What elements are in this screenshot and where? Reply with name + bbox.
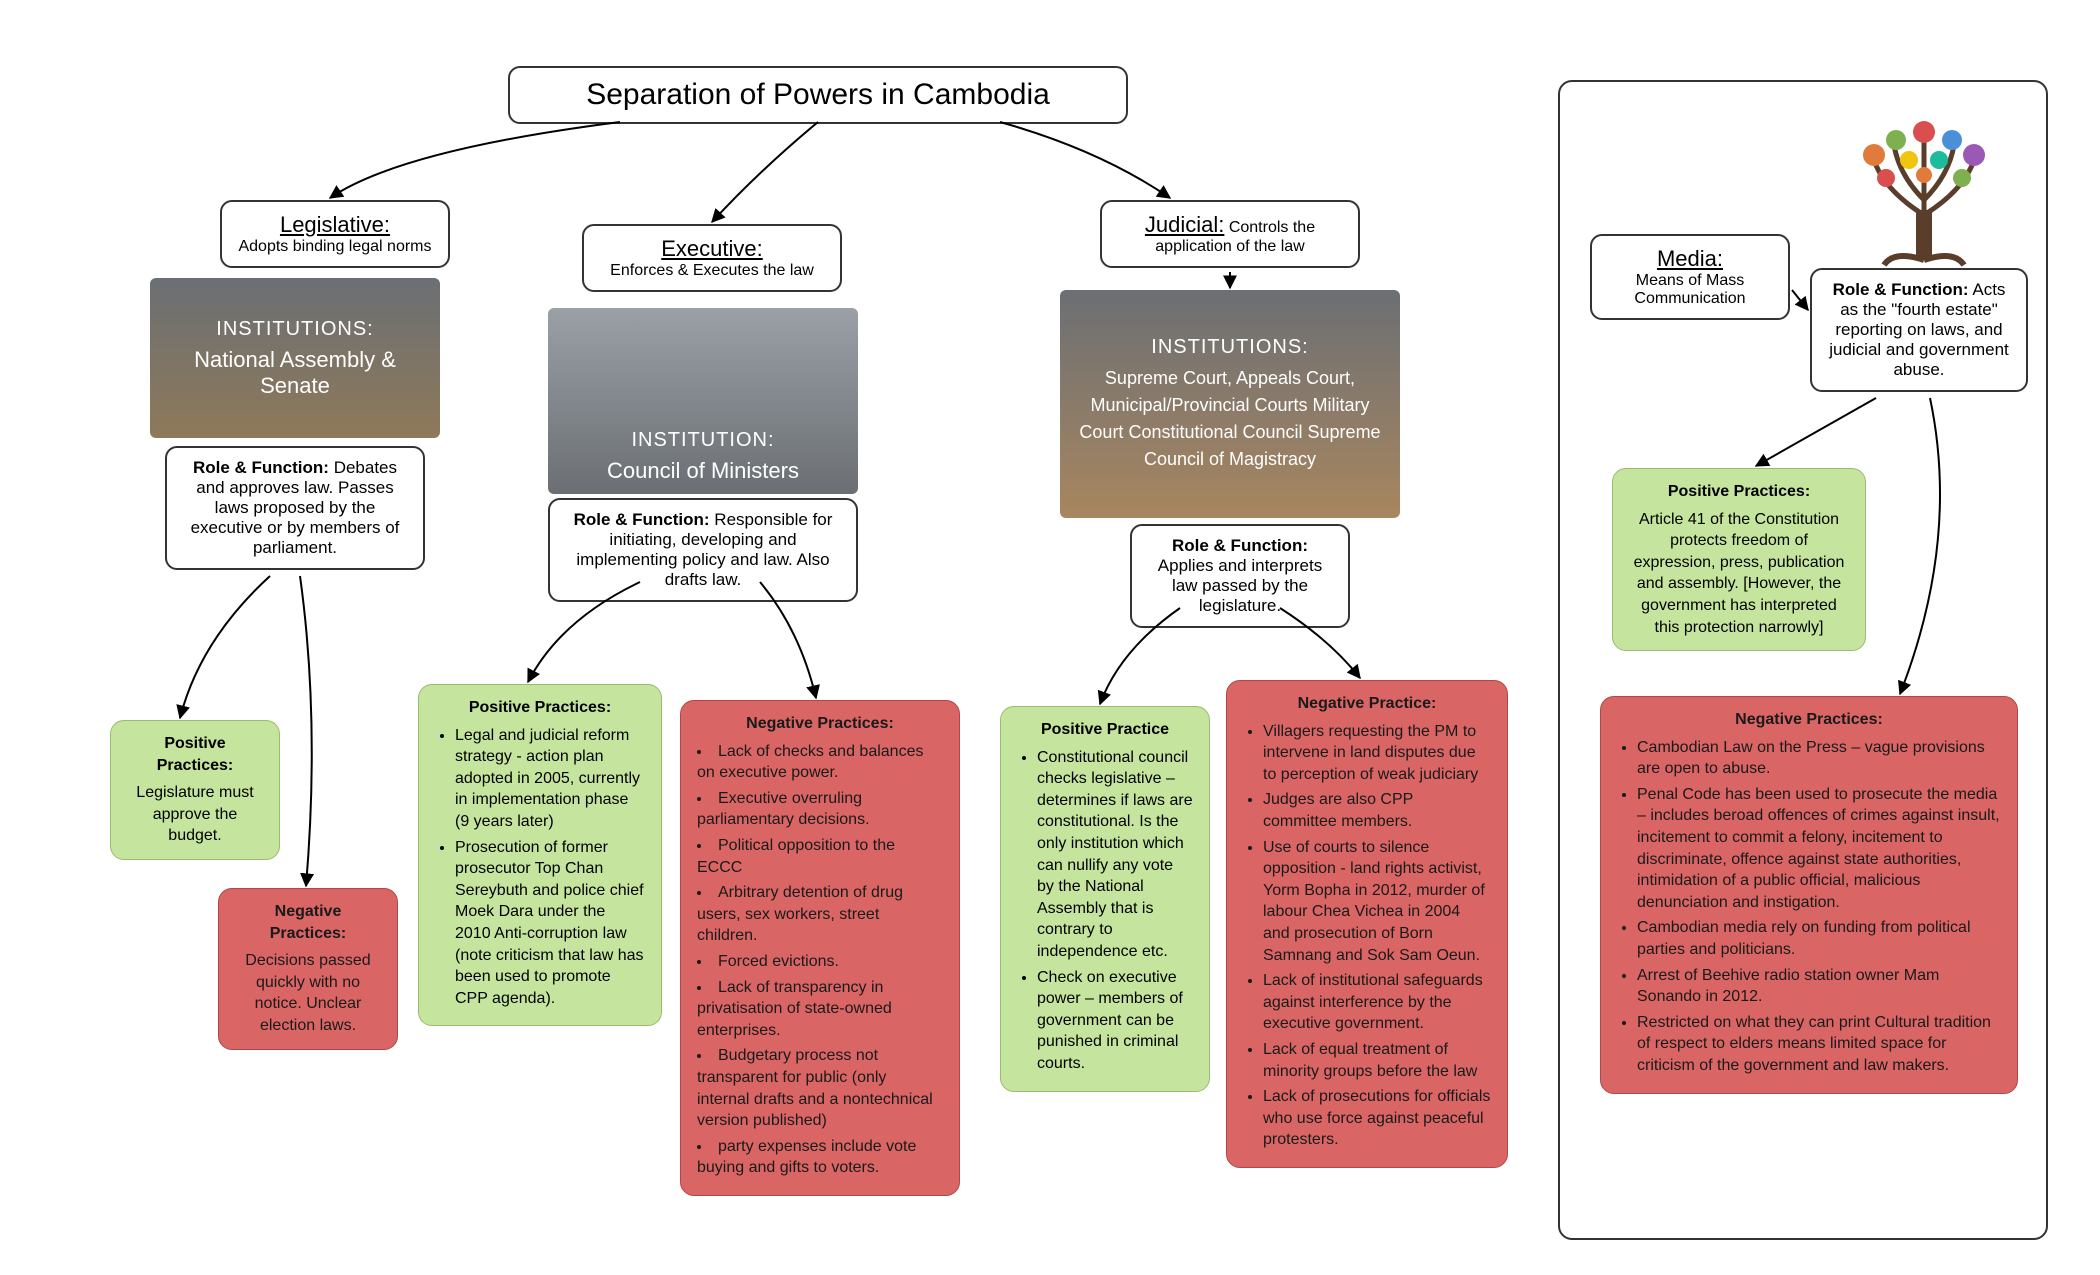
list-item: Prosecution of former prosecutor Top Cha… <box>455 837 645 1010</box>
legislative-role: Role & Function: Debates and approves la… <box>165 446 425 570</box>
judicial-neg-list: Villagers requesting the PM to intervene… <box>1243 721 1491 1151</box>
list-item: Constitutional council checks legislativ… <box>1037 747 1193 963</box>
executive-sub: Enforces & Executes the law <box>610 262 814 279</box>
judicial-heading: Judicial: <box>1145 212 1224 237</box>
legislative-neg-title: Negative Practices: <box>235 901 381 944</box>
media-neg-title: Negative Practices: <box>1617 709 2001 731</box>
list-item: Judges are also CPP committee members. <box>1263 789 1491 832</box>
legislative-inst-text: National Assembly & Senate <box>160 347 430 399</box>
media-role-label: Role & Function: <box>1833 280 1969 299</box>
legislative-positive: Positive Practices: Legislature must app… <box>110 720 280 860</box>
list-item: Legal and judicial reform strategy - act… <box>455 725 645 833</box>
judicial-pos-list: Constitutional council checks legislativ… <box>1017 747 1193 1075</box>
legislative-neg-text: Decisions passed quickly with no notice.… <box>235 950 381 1036</box>
legislative-role-label: Role & Function: <box>193 458 329 477</box>
executive-neg-list: Lack of checks and balances on executive… <box>697 741 943 1179</box>
legislative-sub: Adopts binding legal norms <box>238 238 431 255</box>
judicial-role: Role & Function: Applies and interprets … <box>1130 524 1350 628</box>
list-item: party expenses include vote buying and g… <box>697 1136 943 1179</box>
executive-neg-title: Negative Practices: <box>697 713 943 735</box>
list-item: Budgetary process not transparent for pu… <box>697 1045 943 1131</box>
judicial-positive: Positive Practice Constitutional council… <box>1000 706 1210 1092</box>
executive-heading-box: Executive: Enforces & Executes the law <box>582 224 842 292</box>
list-item: Cambodian media rely on funding from pol… <box>1637 917 2001 960</box>
judicial-institutions: INSTITUTIONS: Supreme Court, Appeals Cou… <box>1060 290 1400 518</box>
list-item: Use of courts to silence opposition - la… <box>1263 837 1491 967</box>
judicial-inst-label: INSTITUTIONS: <box>1151 336 1308 359</box>
media-heading: Media: <box>1657 246 1723 271</box>
executive-inst-label: INSTITUTION: <box>631 429 774 452</box>
list-item: Lack of equal treatment of minority grou… <box>1263 1039 1491 1082</box>
judicial-inst-text: Supreme Court, Appeals Court, Municipal/… <box>1070 365 1390 473</box>
judicial-heading-box: Judicial: Controls the application of th… <box>1100 200 1360 268</box>
executive-role-label: Role & Function: <box>574 510 710 529</box>
judicial-neg-title: Negative Practice: <box>1243 693 1491 715</box>
executive-pos-title: Positive Practices: <box>435 697 645 719</box>
list-item: Lack of transparency in privatisation of… <box>697 977 943 1042</box>
executive-negative: Negative Practices: Lack of checks and b… <box>680 700 960 1196</box>
list-item: Lack of prosecutions for officials who u… <box>1263 1086 1491 1151</box>
media-pos-title: Positive Practices: <box>1629 481 1849 503</box>
judicial-role-label: Role & Function: <box>1172 536 1308 555</box>
diagram-title: Separation of Powers in Cambodia <box>508 66 1128 124</box>
legislative-pos-text: Legislature must approve the budget. <box>127 782 263 847</box>
list-item: Lack of checks and balances on executive… <box>697 741 943 784</box>
list-item: Lack of institutional safeguards against… <box>1263 970 1491 1035</box>
list-item: Villagers requesting the PM to intervene… <box>1263 721 1491 786</box>
executive-heading: Executive: <box>661 236 763 261</box>
judicial-negative: Negative Practice: Villagers requesting … <box>1226 680 1508 1168</box>
legislative-inst-label: INSTITUTIONS: <box>216 318 373 341</box>
executive-pos-list: Legal and judicial reform strategy - act… <box>435 725 645 1010</box>
list-item: Executive overruling parliamentary decis… <box>697 788 943 831</box>
list-item: Penal Code has been used to prosecute th… <box>1637 784 2001 914</box>
legislative-heading-box: Legislative: Adopts binding legal norms <box>220 200 450 268</box>
legislative-pos-title: Positive Practices: <box>127 733 263 776</box>
media-positive: Positive Practices: Article 41 of the Co… <box>1612 468 1866 651</box>
list-item: Political opposition to the ECCC <box>697 835 943 878</box>
media-pos-text: Article 41 of the Constitution protects … <box>1629 509 1849 639</box>
media-heading-box: Media: Means of Mass Communication <box>1590 234 1790 320</box>
executive-inst-text: Council of Ministers <box>607 458 799 484</box>
list-item: Restricted on what they can print Cultur… <box>1637 1012 2001 1077</box>
media-tree-icon <box>1824 100 2024 270</box>
legislative-heading: Legislative: <box>280 212 390 237</box>
judicial-role-text: Applies and interprets law passed by the… <box>1158 556 1322 615</box>
list-item: Check on executive power – members of go… <box>1037 967 1193 1075</box>
list-item: Arrest of Beehive radio station owner Ma… <box>1637 965 2001 1008</box>
list-item: Arbitrary detention of drug users, sex w… <box>697 882 943 947</box>
media-negative: Negative Practices: Cambodian Law on the… <box>1600 696 2018 1094</box>
media-sub: Means of Mass Communication <box>1634 272 1745 307</box>
media-neg-list: Cambodian Law on the Press – vague provi… <box>1617 737 2001 1077</box>
legislative-institutions: INSTITUTIONS: National Assembly & Senate <box>150 278 440 438</box>
executive-positive: Positive Practices: Legal and judicial r… <box>418 684 662 1026</box>
media-role: Role & Function: Acts as the "fourth est… <box>1810 268 2028 392</box>
executive-role: Role & Function: Responsible for initiat… <box>548 498 858 602</box>
list-item: Cambodian Law on the Press – vague provi… <box>1637 737 2001 780</box>
executive-institutions: INSTITUTION: Council of Ministers <box>548 308 858 494</box>
legislative-negative: Negative Practices: Decisions passed qui… <box>218 888 398 1050</box>
title-text: Separation of Powers in Cambodia <box>586 78 1050 111</box>
judicial-pos-title: Positive Practice <box>1017 719 1193 741</box>
list-item: Forced evictions. <box>697 951 943 973</box>
